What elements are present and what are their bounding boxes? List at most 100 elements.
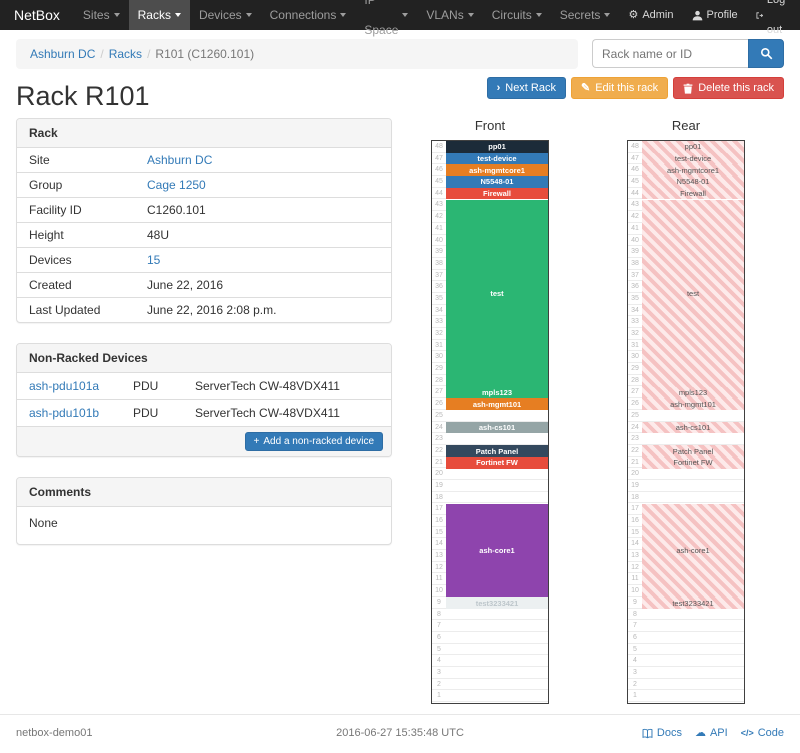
empty-slot	[642, 468, 744, 479]
rack-unit-8-rear[interactable]: 8	[628, 609, 744, 621]
rack-unit-1-front[interactable]: 1	[432, 690, 548, 702]
rack-unit-7-rear[interactable]: 7	[628, 620, 744, 632]
nav-item-devices[interactable]: Devices	[190, 0, 261, 30]
rack-unit-1-rear[interactable]: 1	[628, 690, 744, 702]
unit-number: 34	[435, 306, 443, 314]
device-mpls123-rear[interactable]: mpls123	[642, 386, 744, 399]
rack-unit-2-front[interactable]: 2	[432, 679, 548, 691]
device-link-ash-pdu101a[interactable]: ash-pdu101a	[29, 379, 100, 393]
rack-unit-5-rear[interactable]: 5	[628, 644, 744, 656]
device-test-device-rear[interactable]: test-device	[642, 152, 744, 165]
rack-unit-8-front[interactable]: 8	[432, 609, 548, 621]
unit-number: 40	[631, 236, 639, 244]
attr-value: Cage 1250	[135, 173, 391, 197]
device-test3233421-rear[interactable]: test3233421	[642, 597, 744, 609]
rack-unit-7-front[interactable]: 7	[432, 620, 548, 632]
rack-unit-19-front[interactable]: 19	[432, 480, 548, 492]
rack-unit-5-front[interactable]: 5	[432, 644, 548, 656]
device-ash-core1-front[interactable]: ash-core1	[446, 503, 548, 598]
device-ash-mgmtcore1-rear[interactable]: ash-mgmtcore1	[642, 164, 744, 177]
attr-value-link[interactable]: Cage 1250	[147, 178, 206, 192]
device-link-ash-pdu101b[interactable]: ash-pdu101b	[29, 406, 100, 420]
device-n5548-01-front[interactable]: N5548-01	[446, 176, 548, 188]
device-ash-cs101-front[interactable]: ash-cs101	[446, 421, 548, 434]
attr-value-link[interactable]: 15	[147, 253, 161, 267]
search-button[interactable]	[748, 39, 784, 68]
brand-logo[interactable]: NetBox	[14, 7, 60, 23]
device-test-front[interactable]: test	[446, 199, 548, 387]
rack-unit-18-rear[interactable]: 18	[628, 492, 744, 504]
attr-value: 15	[135, 248, 391, 272]
footer-timestamp: 2016-06-27 15:35:48 UTC	[336, 727, 464, 739]
rack-unit-2-rear[interactable]: 2	[628, 679, 744, 691]
rack-unit-25-rear[interactable]: 25	[628, 410, 744, 422]
device-n5548-01-rear[interactable]: N5548-01	[642, 176, 744, 188]
rack-unit-23-front[interactable]: 23	[432, 433, 548, 445]
unit-number: 4	[437, 657, 441, 665]
page-title: Rack R101	[16, 81, 150, 111]
rack-unit-4-rear[interactable]: 4	[628, 655, 744, 667]
nav-item-ip-space[interactable]: IP Space	[355, 0, 417, 37]
rack-unit-25-front[interactable]: 25	[432, 410, 548, 422]
nav-item-connections[interactable]: Connections	[261, 0, 356, 30]
attr-label: Devices	[29, 253, 72, 267]
device-fortinet-fw-front[interactable]: Fortinet FW	[446, 456, 548, 469]
rack-unit-19-rear[interactable]: 19	[628, 480, 744, 492]
nav-item-sites[interactable]: Sites	[74, 0, 129, 30]
device-ash-core1-rear[interactable]: ash-core1	[642, 503, 744, 598]
caret-down-icon	[402, 13, 409, 17]
device-ash-mgmt101-front[interactable]: ash-mgmt101	[446, 398, 548, 411]
code-link[interactable]: </> Code	[741, 727, 784, 739]
device-test-device-front[interactable]: test-device	[446, 152, 548, 165]
device-firewall-rear[interactable]: Firewall	[642, 187, 744, 200]
rack-unit-3-rear[interactable]: 3	[628, 667, 744, 679]
device-ash-mgmt101-rear[interactable]: ash-mgmt101	[642, 398, 744, 411]
edit-rack-label: Edit this rack	[595, 82, 659, 94]
device-pp01-rear[interactable]: pp01	[642, 141, 744, 153]
rack-unit-4-front[interactable]: 4	[432, 655, 548, 667]
add-nonracked-device-button[interactable]: + Add a non-racked device	[244, 432, 383, 451]
nav-item-label: Secrets	[559, 8, 601, 22]
device-pp01-front[interactable]: pp01	[446, 141, 548, 153]
api-link[interactable]: ☁ API	[695, 727, 728, 739]
delete-rack-button[interactable]: Delete this rack	[673, 77, 784, 99]
device-patch-panel-front[interactable]: Patch Panel	[446, 445, 548, 457]
device-fortinet-fw-rear[interactable]: Fortinet FW	[642, 456, 744, 469]
nav-item-secrets[interactable]: Secrets	[551, 0, 620, 30]
nonracked-device-row: ash-pdu101b PDU ServerTech CW-48VDX411	[17, 399, 391, 426]
nav-item-circuits[interactable]: Circuits	[483, 0, 551, 30]
breadcrumb-item-ashburn-dc[interactable]: Ashburn DC	[30, 47, 96, 61]
unit-number: 47	[631, 154, 639, 162]
rack-unit-3-front[interactable]: 3	[432, 667, 548, 679]
rack-unit-6-front[interactable]: 6	[432, 632, 548, 644]
rack-unit-6-rear[interactable]: 6	[628, 632, 744, 644]
search-input[interactable]	[592, 39, 748, 68]
nav-item-vlans[interactable]: VLANs	[417, 0, 482, 30]
device-ash-mgmtcore1-front[interactable]: ash-mgmtcore1	[446, 164, 548, 177]
rack-unit-23-rear[interactable]: 23	[628, 433, 744, 445]
logout-link[interactable]: Log out	[747, 0, 800, 36]
device-mpls123-front[interactable]: mpls123	[446, 386, 548, 399]
nonracked-device-row: ash-pdu101a PDU ServerTech CW-48VDX411	[17, 373, 391, 399]
device-test3233421-front[interactable]: test3233421	[446, 597, 548, 609]
footer-links: Docs ☁ API </> Code	[528, 727, 784, 739]
rack-unit-20-rear[interactable]: 20	[628, 468, 744, 480]
docs-link[interactable]: Docs	[642, 727, 682, 739]
attr-value-link[interactable]: Ashburn DC	[147, 153, 213, 167]
next-rack-button[interactable]: › Next Rack	[486, 77, 566, 99]
delete-rack-label: Delete this rack	[698, 82, 774, 94]
next-rack-label: Next Rack	[505, 82, 556, 94]
edit-rack-button[interactable]: ✎ Edit this rack	[571, 77, 669, 99]
admin-link[interactable]: ⚙ Admin	[619, 0, 682, 30]
profile-link[interactable]: Profile	[683, 0, 747, 30]
device-firewall-front[interactable]: Firewall	[446, 187, 548, 200]
rack-unit-20-front[interactable]: 20	[432, 468, 548, 480]
nav-item-racks[interactable]: Racks	[128, 0, 190, 30]
unit-number: 13	[631, 552, 639, 560]
breadcrumb-item-racks[interactable]: Racks	[108, 47, 143, 61]
attr-value: June 22, 2016	[147, 278, 224, 292]
rack-unit-18-front[interactable]: 18	[432, 492, 548, 504]
device-patch-panel-rear[interactable]: Patch Panel	[642, 445, 744, 457]
device-test-rear[interactable]: test	[642, 199, 744, 387]
device-ash-cs101-rear[interactable]: ash-cs101	[642, 421, 744, 434]
